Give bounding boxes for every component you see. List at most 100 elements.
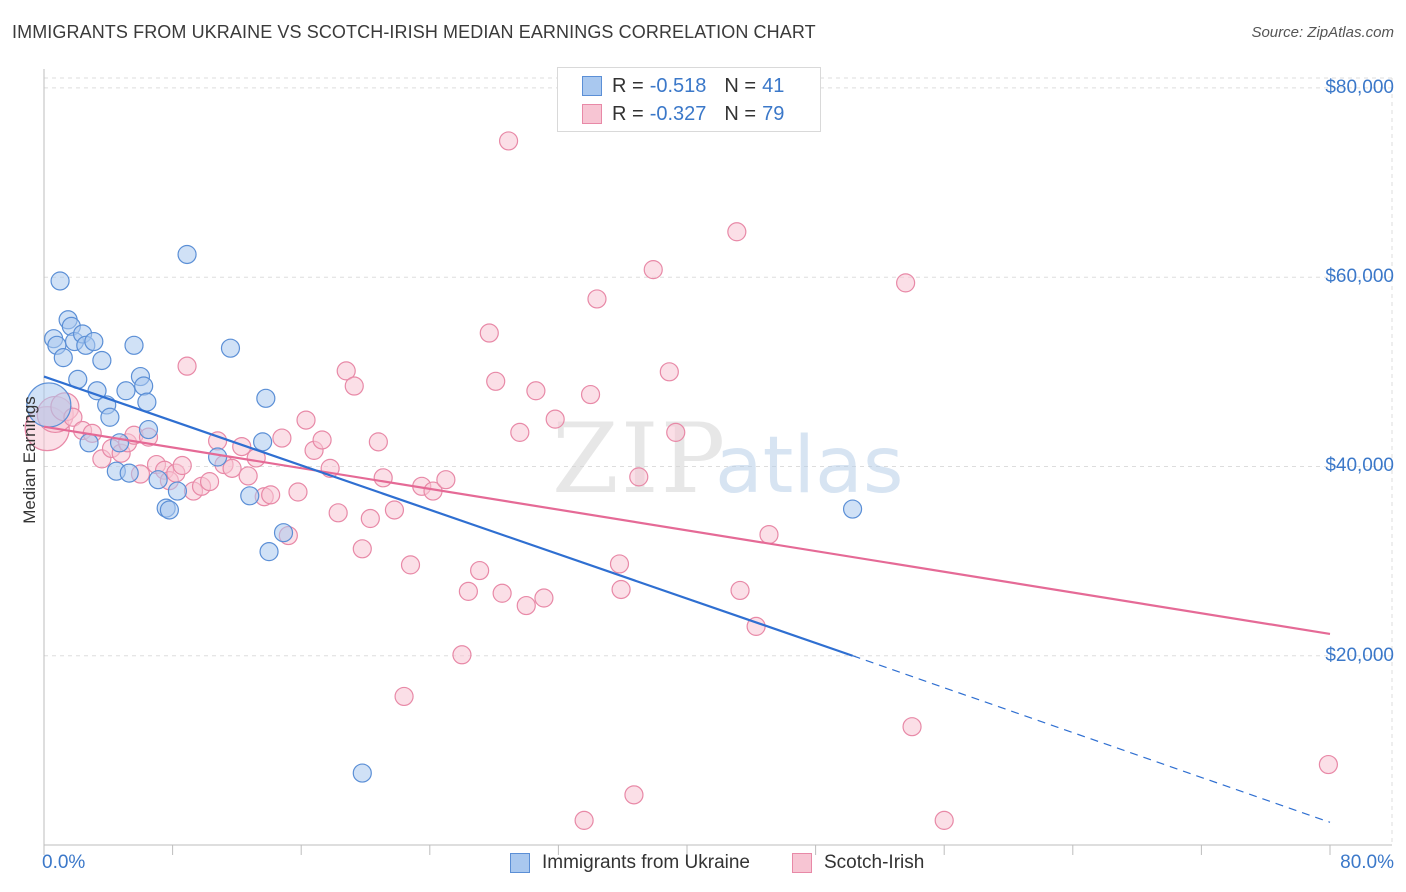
scotch-irish-point	[458, 581, 478, 601]
scotch-irish-point	[1318, 754, 1338, 775]
scotch-irish-point	[312, 430, 332, 450]
scotch-irish-point	[352, 539, 372, 559]
legend-row-scotch-irish: R = -0.327 N = 79	[582, 100, 784, 128]
ukraine-point	[109, 433, 130, 453]
legend-r-label: R =	[612, 74, 644, 97]
chart-title: IMMIGRANTS FROM UKRAINE VS SCOTCH-IRISH …	[12, 22, 816, 42]
legend-r-value: -0.327	[649, 102, 707, 125]
ukraine-point	[100, 407, 120, 427]
scotch-irish-point	[384, 500, 405, 520]
scotch-irish-point	[486, 371, 506, 391]
watermark-atlas: atlas	[715, 421, 904, 511]
scotch-irish-point	[360, 508, 380, 529]
ukraine-point	[352, 763, 372, 783]
correlation-legend: R = -0.518 N = 41 R = -0.327 N = 79	[557, 67, 821, 132]
ukraine-point	[208, 447, 228, 467]
scotch-irish-point	[659, 362, 679, 382]
scotch-irish-point	[492, 583, 512, 603]
ukraine-point	[148, 470, 168, 490]
scotch-irish-point	[272, 428, 292, 448]
ukraine-point	[134, 376, 154, 396]
scotch-irish-point	[232, 436, 252, 457]
ukraine-point	[137, 392, 157, 412]
y-tick-label: $80,000	[1325, 76, 1394, 98]
scotch-irish-point	[730, 580, 750, 601]
scotch-irish-point	[344, 376, 364, 396]
scotch-irish-point	[296, 410, 316, 430]
watermark-zip: ZIP	[552, 403, 727, 515]
scotch-irish-point	[238, 466, 258, 486]
ukraine-point	[177, 244, 197, 265]
ukraine-point	[842, 499, 863, 519]
scotch-irish-point	[222, 458, 242, 478]
legend-r-value: -0.518	[649, 74, 707, 97]
scotch-irish-point	[498, 131, 519, 151]
legend-swatch-ukraine	[582, 76, 602, 96]
scotch-irish-point	[902, 717, 922, 737]
bottom-legend-swatch-scotch-irish	[792, 853, 812, 873]
ukraine-point	[116, 381, 136, 401]
axes	[43, 69, 1392, 855]
chart-source: Source: ZipAtlas.com	[1251, 24, 1394, 41]
scotch-irish-point	[172, 455, 192, 476]
legend-r-label: R =	[612, 102, 644, 125]
trend-lines	[43, 375, 1331, 823]
x-tick-label-min: 0.0%	[42, 852, 86, 873]
scotch-irish-point	[177, 356, 197, 376]
bottom-legend-label-scotch-irish: Scotch-Irish	[824, 852, 925, 873]
scotch-irish-point	[526, 381, 546, 401]
scotch-irish-point	[510, 422, 530, 442]
scotch-irish-point	[896, 273, 916, 293]
y-tick-label: $60,000	[1325, 266, 1394, 288]
ukraine-point	[119, 463, 139, 483]
scotch-irish-point	[759, 524, 779, 545]
ukraine-point	[240, 486, 260, 506]
bottom-legend-scotch-irish: Scotch-Irish	[792, 852, 924, 874]
scotch-irish-point	[629, 467, 649, 487]
scotch-irish-point	[666, 422, 686, 442]
scotch-irish-point	[643, 260, 663, 280]
scotch-irish-point	[368, 432, 388, 452]
scotch-irish-point	[574, 810, 594, 830]
scotch-irish-point	[624, 785, 644, 805]
ukraine-point	[220, 338, 241, 358]
y-tick-label: $40,000	[1325, 455, 1394, 477]
scotch-irish-point	[288, 482, 308, 502]
legend-n-value: 79	[762, 102, 785, 125]
ukraine-point	[124, 335, 144, 355]
y-axis-title: Median Earnings	[20, 396, 39, 524]
ukraine-trend-line	[43, 375, 853, 657]
legend-row-ukraine: R = -0.518 N = 41	[582, 72, 784, 100]
ukraine-point	[167, 481, 188, 501]
scotch-irish-point	[373, 468, 393, 488]
scotch-irish-point	[436, 470, 456, 490]
ukraine-point	[53, 348, 73, 368]
scotch-irish-point	[394, 686, 414, 707]
ukraine-point	[256, 388, 276, 408]
legend-swatch-scotch-irish	[582, 104, 602, 124]
scotch-irish-point	[611, 579, 631, 600]
scotch-irish-point	[587, 289, 607, 309]
scotch-irish-point	[261, 485, 281, 505]
scotch-irish-point	[199, 472, 220, 492]
legend-n-label: N =	[724, 102, 757, 125]
scotch-irish-point	[534, 588, 554, 608]
scotch-irish-point	[400, 555, 421, 575]
ukraine-point	[259, 542, 279, 562]
scotch-irish-point	[580, 384, 601, 405]
scotch-irish-trend-line	[43, 425, 1331, 636]
ukraine-trend-extension	[852, 655, 1331, 823]
ukraine-point	[273, 523, 294, 543]
scotch-irish-point	[328, 503, 348, 523]
scotch-irish-point	[609, 554, 630, 574]
watermark: ZIP atlas	[552, 403, 904, 515]
ukraine-point	[84, 331, 104, 352]
ukraine-point	[92, 350, 112, 371]
legend-n-label: N =	[724, 74, 757, 97]
x-tick-label-max: 80.0%	[1340, 852, 1394, 873]
bottom-legend-swatch-ukraine	[510, 853, 530, 873]
scotch-irish-point	[452, 645, 472, 665]
legend-n-value: 41	[762, 74, 785, 97]
ukraine-point	[79, 433, 99, 453]
